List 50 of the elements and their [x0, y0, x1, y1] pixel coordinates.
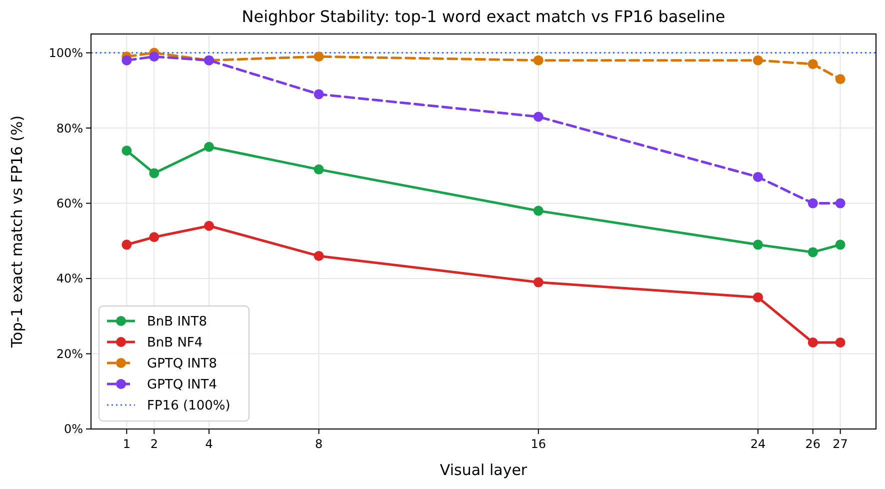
point [835, 240, 846, 250]
point [314, 52, 324, 62]
y-tick-label: 20% [56, 346, 83, 361]
x-tick-label: 24 [750, 437, 766, 451]
x-tick-label: 1 [122, 437, 130, 451]
y-tick-label: 0% [64, 422, 83, 436]
point [808, 247, 818, 258]
point [835, 198, 846, 208]
point [808, 337, 818, 348]
point [533, 55, 544, 66]
x-tick-label: 26 [805, 437, 821, 451]
point [533, 206, 544, 216]
legend-label: GPTQ INT4 [147, 378, 217, 393]
point [752, 292, 763, 302]
y-tick-label: 60% [56, 196, 83, 210]
legend-label: BnB NF4 [147, 336, 203, 351]
point [808, 59, 818, 70]
point [149, 232, 160, 242]
point [835, 337, 846, 348]
point [204, 220, 214, 231]
legend-label: FP16 (100%) [147, 398, 230, 414]
point [122, 146, 132, 156]
y-axis-title: Top-1 exact match vs FP16 (%) [8, 115, 26, 349]
point [314, 250, 324, 261]
point [149, 52, 160, 62]
x-tick-label: 2 [150, 437, 158, 451]
x-tick-label: 16 [530, 437, 546, 451]
x-tick-label: 8 [314, 437, 323, 451]
point [752, 172, 763, 182]
point [752, 240, 763, 250]
y-tick-label: 40% [56, 272, 83, 286]
y-tick-label: 100% [48, 46, 83, 60]
legend-label: BnB INT8 [147, 314, 207, 330]
point [533, 277, 544, 288]
legend-label: GPTQ INT8 [147, 356, 217, 372]
point [149, 168, 160, 178]
point [808, 198, 818, 208]
x-tick-label: 27 [832, 437, 848, 451]
point [533, 112, 544, 122]
y-tick-label: 80% [56, 121, 83, 136]
x-axis-title: Visual layer [440, 461, 528, 479]
point [752, 55, 763, 66]
x-tick-label: 4 [205, 437, 213, 451]
point [314, 89, 324, 100]
point [204, 142, 214, 152]
chart-title: Neighbor Stability: top-1 word exact match vs FP16 baseline [242, 7, 726, 26]
point [835, 74, 846, 84]
point [122, 55, 132, 66]
point [122, 240, 132, 250]
point [314, 164, 324, 174]
